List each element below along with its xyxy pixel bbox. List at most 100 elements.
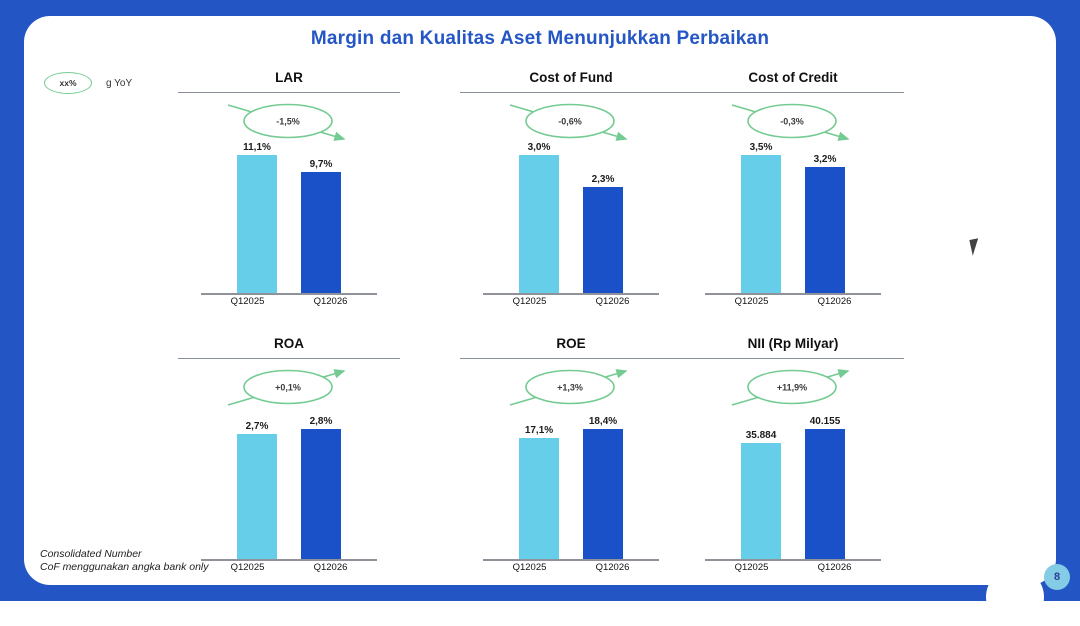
yoy-legend-label: g YoY bbox=[106, 78, 132, 89]
x-axis-tick-label: Q12025 bbox=[729, 296, 774, 307]
bar-prior-period bbox=[741, 443, 781, 559]
bar-value-label: 3,2% bbox=[814, 154, 837, 165]
bar-value-label: 11,1% bbox=[243, 142, 271, 153]
x-axis-tick-label: Q12025 bbox=[225, 296, 270, 307]
x-axis bbox=[201, 293, 377, 295]
delta-label: +11,9% bbox=[777, 383, 807, 393]
bars: 11,1% 9,7% bbox=[178, 142, 400, 293]
x-axis bbox=[705, 559, 881, 561]
bar-value-label: 3,0% bbox=[528, 142, 551, 153]
chart-title-rule bbox=[178, 92, 400, 93]
delta-label: -0,3% bbox=[780, 117, 804, 127]
bar-prior-period bbox=[519, 155, 559, 293]
x-axis-tick-label: Q12026 bbox=[590, 296, 635, 307]
bar-group: 2,3% bbox=[583, 174, 623, 293]
bars: 3,0% 2,3% bbox=[460, 142, 682, 293]
x-axis-labels: Q12025 Q12026 bbox=[178, 562, 400, 573]
footnote-line: CoF menggunakan angka bank only bbox=[40, 561, 209, 575]
x-axis-tick-label: Q12026 bbox=[812, 562, 857, 573]
chart-title: ROE bbox=[460, 336, 682, 356]
x-axis bbox=[201, 559, 377, 561]
bar-chart: NII (Rp Milyar) +11,9% 35.884 40 bbox=[682, 336, 904, 573]
bar-group: 18,4% bbox=[583, 416, 623, 559]
x-axis-tick-label: Q12025 bbox=[729, 562, 774, 573]
yoy-oval-icon: xx% bbox=[44, 72, 92, 94]
bar-chart: ROA +0,1% 2,7% 2,8% bbox=[178, 336, 400, 573]
x-axis-labels: Q12025 Q12026 bbox=[178, 296, 400, 307]
x-axis-tick-label: Q12026 bbox=[308, 562, 353, 573]
x-axis-labels: Q12025 Q12026 bbox=[682, 296, 904, 307]
chart-plot: -0,3% 3,5% 3,2% bbox=[682, 95, 904, 293]
bar-group: 2,8% bbox=[301, 416, 341, 559]
trend-up-arrow-oval: +0,1% bbox=[224, 365, 354, 411]
chart-title-rule bbox=[682, 92, 904, 93]
bar-group: 9,7% bbox=[301, 159, 341, 293]
bar-prior-period bbox=[519, 438, 559, 559]
bar-current-period bbox=[583, 429, 623, 559]
page-number-badge: 8 bbox=[1044, 564, 1070, 590]
trend-down-arrow-oval: -1,5% bbox=[224, 99, 354, 145]
x-axis-tick-label: Q12026 bbox=[308, 296, 353, 307]
chart-plot: -1,5% 11,1% 9,7% bbox=[178, 95, 400, 293]
chart-title: Cost of Fund bbox=[460, 70, 682, 90]
x-axis bbox=[483, 293, 659, 295]
chart-plot: -0,6% 3,0% 2,3% bbox=[460, 95, 682, 293]
bar-value-label: 2,3% bbox=[592, 174, 615, 185]
bar-group: 17,1% bbox=[519, 425, 559, 559]
bar-current-period bbox=[583, 187, 623, 293]
chart-title-rule bbox=[178, 358, 400, 359]
chart-plot: +11,9% 35.884 40.155 bbox=[682, 361, 904, 559]
delta-label: -1,5% bbox=[276, 117, 300, 127]
chart-title: ROA bbox=[178, 336, 400, 356]
chart-title: Cost of Credit bbox=[682, 70, 904, 90]
bar-value-label: 17,1% bbox=[525, 425, 553, 436]
x-axis bbox=[483, 559, 659, 561]
page-title: Margin dan Kualitas Aset Menunjukkan Per… bbox=[24, 28, 1056, 50]
x-axis-tick-label: Q12025 bbox=[225, 562, 270, 573]
bar-group: 3,2% bbox=[805, 154, 845, 293]
yoy-legend: xx% g YoY bbox=[44, 72, 132, 94]
chart-title-rule bbox=[682, 358, 904, 359]
bar-prior-period bbox=[237, 155, 277, 293]
chart-title-rule bbox=[460, 358, 682, 359]
chart-title: NII (Rp Milyar) bbox=[682, 336, 904, 356]
bar-prior-period bbox=[237, 434, 277, 559]
x-axis-labels: Q12025 Q12026 bbox=[460, 296, 682, 307]
bar-group: 2,7% bbox=[237, 421, 277, 559]
delta-label: +1,3% bbox=[557, 383, 583, 393]
chart-plot: +1,3% 17,1% 18,4% bbox=[460, 361, 682, 559]
bar-value-label: 18,4% bbox=[589, 416, 617, 427]
trend-up-arrow-oval: +1,3% bbox=[506, 365, 636, 411]
bar-chart: Cost of Credit -0,3% 3,5% 3,2% bbox=[682, 70, 904, 307]
bar-chart: ROE +1,3% 17,1% 18,4% bbox=[460, 336, 682, 573]
delta-label: -0,6% bbox=[558, 117, 582, 127]
chart-title-rule bbox=[460, 92, 682, 93]
chart-plot: +0,1% 2,7% 2,8% bbox=[178, 361, 400, 559]
bar-value-label: 2,7% bbox=[246, 421, 269, 432]
bar-chart: Cost of Fund -0,6% 3,0% 2,3% bbox=[460, 70, 682, 307]
chart-title: LAR bbox=[178, 70, 400, 90]
bar-current-period bbox=[301, 172, 341, 293]
delta-label: +0,1% bbox=[275, 383, 301, 393]
bar-chart: LAR -1,5% 11,1% 9,7% bbox=[178, 70, 400, 307]
bar-value-label: 40.155 bbox=[810, 416, 841, 427]
bar-group: 3,0% bbox=[519, 142, 559, 293]
slide-card: Margin dan Kualitas Aset Menunjukkan Per… bbox=[24, 16, 1056, 585]
bar-current-period bbox=[301, 429, 341, 559]
x-axis-tick-label: Q12025 bbox=[507, 562, 552, 573]
x-axis-tick-label: Q12026 bbox=[590, 562, 635, 573]
x-axis-tick-label: Q12026 bbox=[812, 296, 857, 307]
x-axis-labels: Q12025 Q12026 bbox=[460, 562, 682, 573]
bars: 3,5% 3,2% bbox=[682, 142, 904, 293]
bar-group: 3,5% bbox=[741, 142, 781, 293]
trend-down-arrow-oval: -0,3% bbox=[728, 99, 858, 145]
bar-prior-period bbox=[741, 155, 781, 293]
overlay-circle bbox=[986, 568, 1044, 626]
footnote-line: Consolidated Number bbox=[40, 548, 209, 562]
bar-group: 11,1% bbox=[237, 142, 277, 293]
bars: 35.884 40.155 bbox=[682, 416, 904, 559]
trend-up-arrow-oval: +11,9% bbox=[728, 365, 858, 411]
trend-down-arrow-oval: -0,6% bbox=[506, 99, 636, 145]
x-axis-labels: Q12025 Q12026 bbox=[682, 562, 904, 573]
footnotes: Consolidated Number CoF menggunakan angk… bbox=[40, 548, 209, 575]
